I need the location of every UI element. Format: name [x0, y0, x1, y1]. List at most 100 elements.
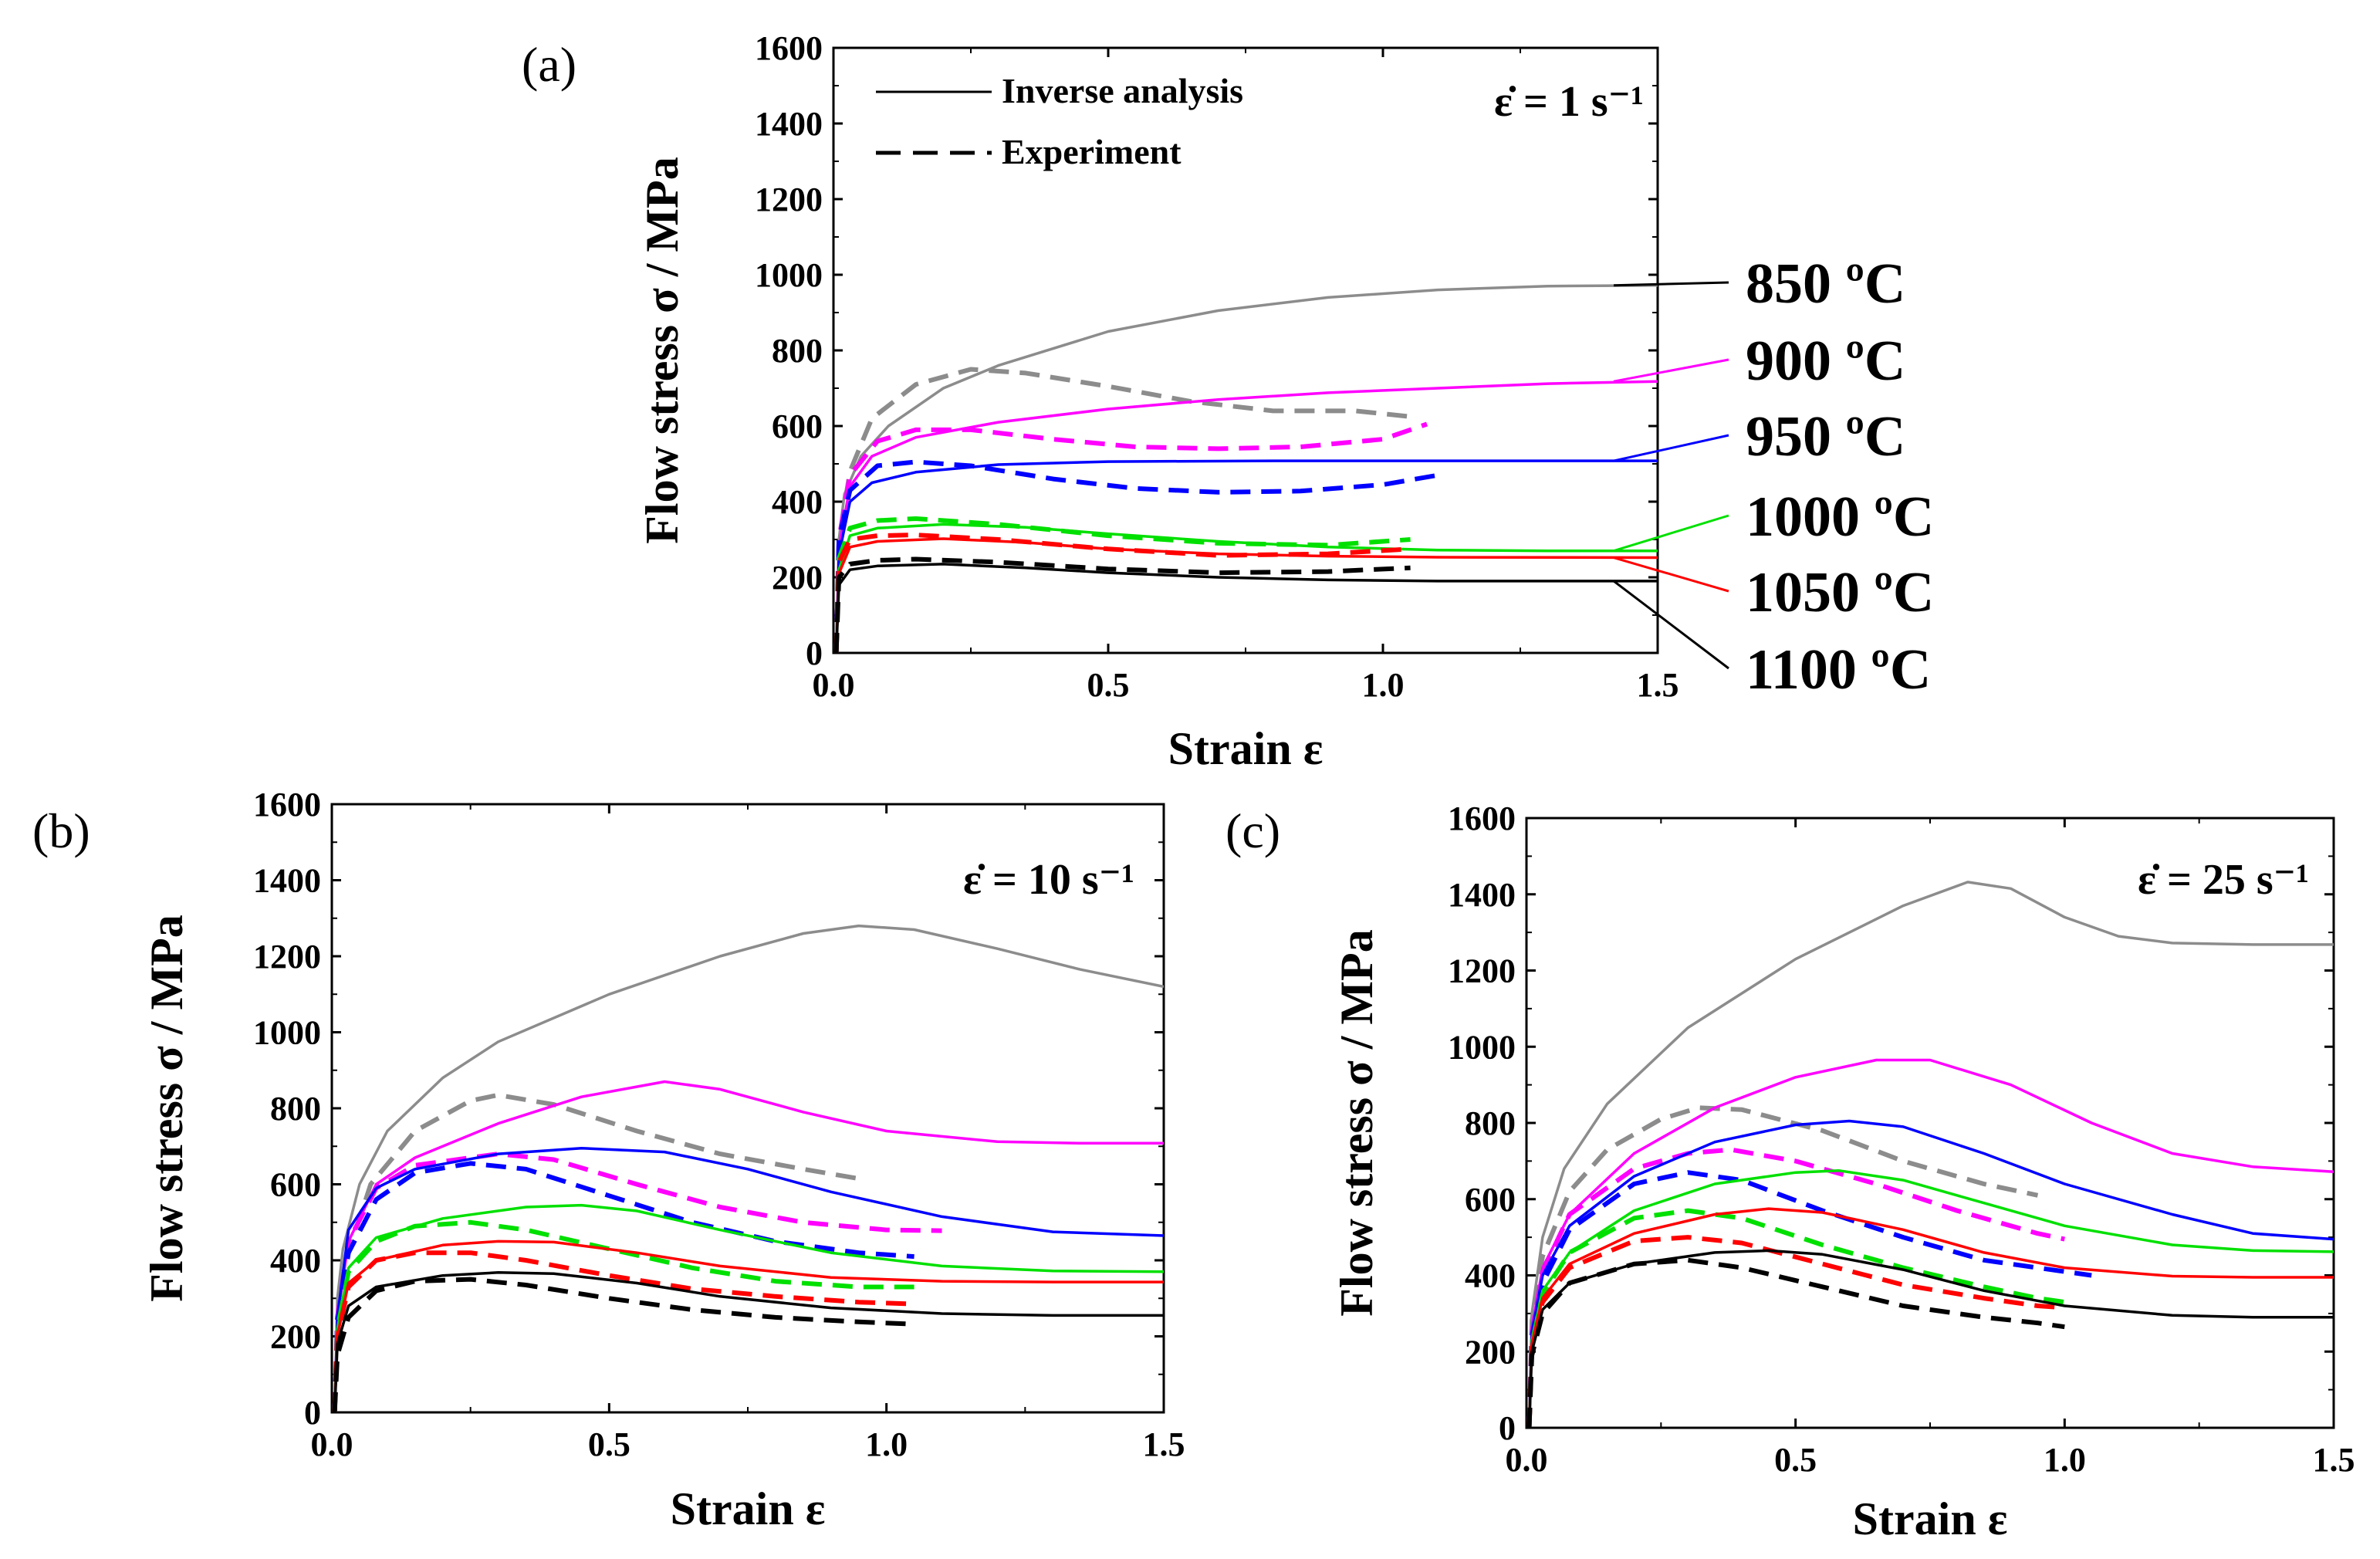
- y-tick-label: 1000: [1448, 1028, 1516, 1066]
- series-line-dashed: [332, 1250, 914, 1412]
- series-line-dashed: [833, 516, 1411, 653]
- series-line-solid: [333, 1203, 1164, 1412]
- y-tick-label: 1200: [1448, 952, 1516, 990]
- panel-label: (a): [522, 37, 576, 92]
- y-tick-label: 1600: [1448, 800, 1516, 837]
- x-tick-label: 0.5: [1774, 1441, 1817, 1479]
- y-tick-label: 1400: [253, 862, 321, 900]
- y-tick-label: 1600: [253, 786, 321, 823]
- y-tick-label: 200: [1465, 1333, 1516, 1371]
- series-line-solid: [834, 380, 1658, 653]
- series-group: [332, 924, 1164, 1412]
- x-tick-label: 1.0: [1362, 666, 1405, 704]
- strain-rate-label: ε̇ = 25 s⁻¹: [2138, 856, 2309, 904]
- series-group: [833, 283, 1658, 653]
- series-line-dashed: [332, 1161, 914, 1412]
- series-line-dashed: [833, 421, 1428, 653]
- legend-label: Experiment: [1002, 132, 1182, 171]
- temperature-leader-line: [1613, 580, 1729, 670]
- series-line-solid: [333, 1271, 1164, 1412]
- y-tick-label: 800: [270, 1090, 321, 1128]
- series-line-solid: [1527, 881, 2334, 1428]
- y-tick-label: 200: [772, 559, 823, 597]
- panel-c: 0 200 400 600 800 1000 1200 1400 1600 0.0 0.5 1.0 1.…: [1225, 800, 2355, 1544]
- y-tick-label: 800: [772, 332, 823, 370]
- plot-frame: [1525, 817, 2335, 1429]
- series-line-solid: [333, 924, 1164, 1412]
- strain-rate-label: ε̇ = 1 s⁻¹: [1494, 78, 1644, 126]
- series-line-dashed: [833, 367, 1411, 653]
- panel-label: (c): [1225, 803, 1280, 858]
- y-tick-label: 400: [1465, 1257, 1516, 1295]
- series-line-dashed: [1526, 1170, 2092, 1428]
- series-line-solid: [333, 1146, 1164, 1412]
- panel-label: (b): [32, 803, 90, 858]
- y-tick-label: 400: [772, 483, 823, 521]
- x-tick-label: 0.0: [311, 1425, 353, 1463]
- series-line-solid: [1527, 1119, 2334, 1428]
- y-axis-title: Flow stress σ / MPa: [1331, 929, 1382, 1316]
- y-tick-label: 600: [270, 1166, 321, 1204]
- x-axis-title: Strain ε: [671, 1483, 826, 1534]
- temperature-leader-line: [1613, 556, 1729, 593]
- temperature-label: 1050 ºC: [1746, 561, 1934, 624]
- series-line-solid: [834, 537, 1658, 653]
- series-line-dashed: [332, 1277, 914, 1412]
- y-tick-label: 0: [1499, 1409, 1516, 1447]
- x-tick-label: 1.5: [1143, 1425, 1185, 1463]
- series-group: [1526, 881, 2334, 1428]
- panel-b: 0 200 400 600 800 1000 1200 1400 1600 0.0 0.5 1.0 1.…: [32, 786, 1185, 1534]
- y-axis-title: Flow stress σ / MPa: [141, 915, 192, 1301]
- y-tick-label: 1000: [755, 256, 823, 294]
- x-axis-title: Strain ε: [1168, 723, 1324, 774]
- y-tick-label: 600: [1465, 1181, 1516, 1219]
- y-tick-label: 0: [304, 1394, 321, 1432]
- y-tick-label: 600: [772, 408, 823, 445]
- panel-a-annotations: Inverse analysis Experiment 850 ºC 900 ºC 95…: [876, 71, 1934, 702]
- x-tick-label: 1.5: [1637, 666, 1679, 704]
- x-tick-label: 0.0: [1506, 1441, 1548, 1479]
- series-line-dashed: [332, 1092, 860, 1412]
- series-line-dashed: [1526, 1257, 2065, 1428]
- series-line-dashed: [833, 459, 1438, 653]
- temperature-leader-line: [1613, 434, 1729, 462]
- temperature-leader-line: [1613, 358, 1729, 383]
- y-tick-label: 1000: [253, 1014, 321, 1052]
- temperature-leader-line: [1613, 514, 1729, 553]
- temperature-label: 900 ºC: [1746, 330, 1905, 393]
- series-line-dashed: [1526, 1208, 2065, 1428]
- x-tick-label: 1.5: [2313, 1441, 2355, 1479]
- series-line-dashed: [833, 556, 1411, 653]
- panel-a: 0 200 400 600 800 1000 1200 1400 1600 0.0 0.5 1.0 1.…: [522, 29, 1679, 774]
- y-tick-label: 400: [270, 1242, 321, 1280]
- series-line-solid: [333, 1080, 1164, 1412]
- series-line-dashed: [1526, 1147, 2065, 1428]
- series-line-dashed: [1526, 1235, 2065, 1428]
- y-tick-label: 1200: [755, 181, 823, 218]
- series-line-solid: [834, 563, 1658, 653]
- y-tick-label: 800: [1465, 1104, 1516, 1142]
- series-line-solid: [333, 1239, 1164, 1412]
- temperature-label: 850 ºC: [1746, 252, 1905, 316]
- temperature-label: 1100 ºC: [1746, 638, 1931, 702]
- temperature-label: 1000 ºC: [1746, 485, 1934, 549]
- series-line-dashed: [1526, 1105, 2039, 1428]
- x-axis-title: Strain ε: [1853, 1493, 2008, 1544]
- x-tick-label: 1.0: [2044, 1441, 2086, 1479]
- series-line-dashed: [833, 533, 1411, 653]
- x-tick-label: 0.5: [1087, 666, 1130, 704]
- x-tick-label: 0.5: [588, 1425, 630, 1463]
- y-tick-label: 0: [806, 634, 823, 672]
- y-axis-title: Flow stress σ / MPa: [637, 157, 688, 543]
- series-line-solid: [1527, 1207, 2334, 1428]
- legend-label: Inverse analysis: [1002, 71, 1243, 110]
- y-tick-label: 1200: [253, 938, 321, 976]
- series-line-solid: [834, 459, 1658, 653]
- y-tick-label: 200: [270, 1318, 321, 1356]
- y-tick-label: 1600: [755, 29, 823, 67]
- series-line-dashed: [332, 1219, 914, 1412]
- x-tick-label: 1.0: [865, 1425, 908, 1463]
- temperature-label: 950 ºC: [1746, 405, 1905, 468]
- x-tick-label: 0.0: [813, 666, 855, 704]
